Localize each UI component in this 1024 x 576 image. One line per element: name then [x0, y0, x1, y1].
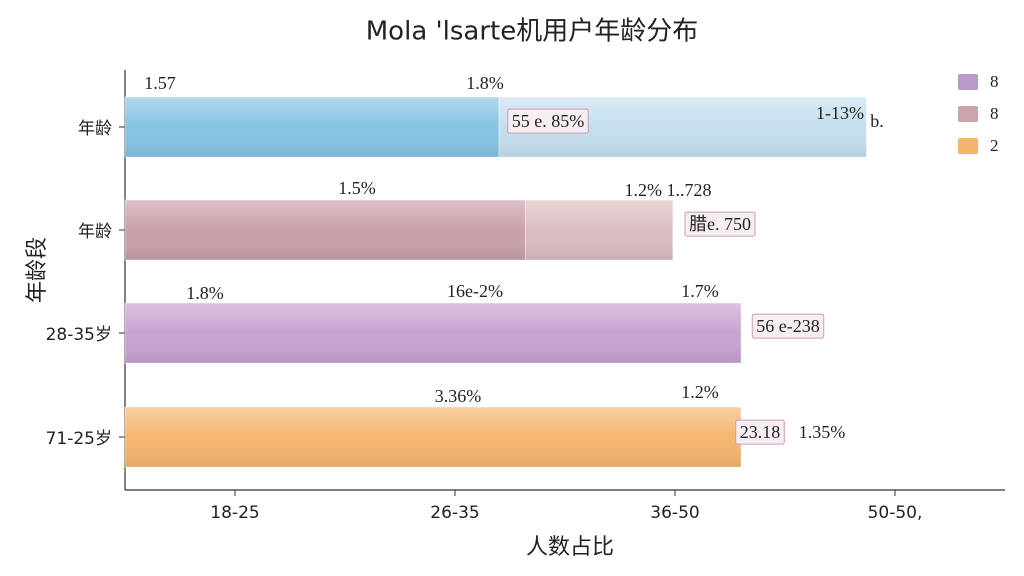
- y-axis-title: 年龄段: [25, 237, 50, 303]
- bar-sheen: [125, 303, 741, 363]
- annotation: 1.5%: [338, 178, 376, 198]
- y-tick-label: 年龄: [78, 222, 112, 242]
- y-tick-label: 28-35岁: [46, 325, 112, 345]
- annotation-box: [751, 313, 825, 339]
- annotation: 1.35%: [799, 422, 846, 442]
- annotation-label: b.: [870, 111, 884, 131]
- annotation: 1-13%: [816, 103, 864, 123]
- annotation-label: 23.18: [740, 422, 781, 442]
- annotation: 1.7%: [681, 281, 719, 301]
- annotation: 1.8%: [186, 283, 224, 303]
- annotation: 1.57: [144, 73, 176, 93]
- annotation-label: 55 e. 85%: [512, 111, 584, 131]
- annotation-label: 1.8%: [186, 283, 224, 303]
- annotation: b.: [870, 111, 884, 131]
- annotation-label: 1.2% 1..728: [625, 180, 712, 200]
- legend-swatch: [958, 138, 978, 154]
- annotation-box: [684, 211, 756, 237]
- annotation-label: 1-13%: [816, 103, 864, 123]
- bar-sheen: [125, 407, 741, 467]
- annotation-label: 1.2%: [681, 382, 719, 402]
- x-tick-label: 18-25: [210, 503, 259, 523]
- annotation-label: 腊e. 750: [689, 214, 751, 234]
- y-tick-label: 年龄: [78, 119, 112, 139]
- legend-swatch: [958, 106, 978, 122]
- y-tick-label: 71-25岁: [46, 429, 112, 449]
- annotation-label: 3.36%: [435, 386, 482, 406]
- legend-swatch: [958, 74, 978, 90]
- x-tick-label: 36-50: [650, 503, 699, 523]
- bar-sheen: [125, 97, 499, 157]
- x-tick-label: 50-50,: [868, 503, 923, 523]
- annotation: 1.8%: [466, 73, 504, 93]
- annotation-label: 56 e-238: [756, 316, 819, 336]
- annotation: 16e-2%: [447, 281, 503, 301]
- x-axis-title: 人数占比: [526, 535, 614, 560]
- bar-sheen: [125, 200, 526, 260]
- annotation: 56 e-238: [751, 313, 825, 339]
- annotation-label: 1.57: [144, 73, 176, 93]
- annotation: 1.2%: [681, 382, 719, 402]
- legend-label: 2: [990, 136, 999, 155]
- bar-sheen: [525, 200, 673, 260]
- annotation-label: 1.35%: [799, 422, 846, 442]
- annotation-box: [507, 108, 589, 134]
- chart-title: Mola 'lsarte机用户年龄分布: [366, 17, 699, 47]
- legend-label: 8: [990, 72, 999, 91]
- annotation: 3.36%: [435, 386, 482, 406]
- x-tick-label: 26-35: [430, 503, 479, 523]
- annotation-label: 1.7%: [681, 281, 719, 301]
- annotation-label: 1.8%: [466, 73, 504, 93]
- annotation-box: [735, 419, 785, 445]
- annotation: 腊e. 750: [684, 211, 756, 237]
- annotation-label: 1.5%: [338, 178, 376, 198]
- legend-label: 8: [990, 104, 999, 123]
- annotation: 23.18: [735, 419, 785, 445]
- annotation: 55 e. 85%: [507, 108, 589, 134]
- annotation-label: 16e-2%: [447, 281, 503, 301]
- annotation: 1.2% 1..728: [625, 180, 712, 200]
